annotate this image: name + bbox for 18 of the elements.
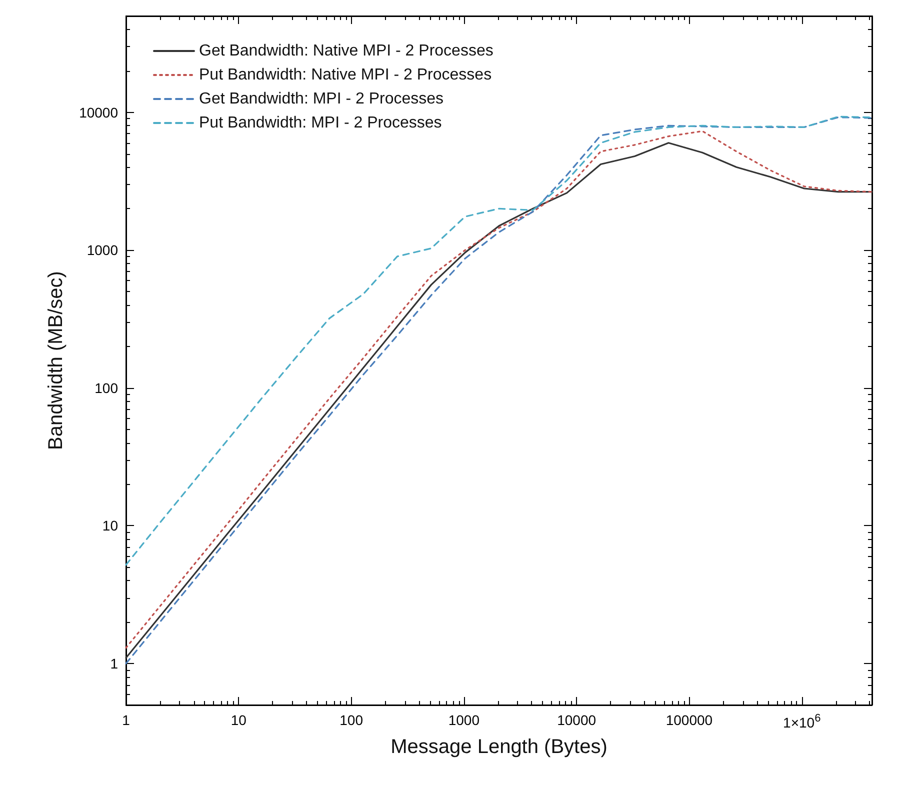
x-tick-label: 100 [340,712,364,728]
legend-label: Put Bandwidth: MPI - 2 Processes [199,114,442,132]
line-series [125,116,873,566]
legend-label: Get Bandwidth: MPI - 2 Processes [199,90,444,108]
y-tick-label: 100 [94,380,118,396]
legend-label: Put Bandwidth: Native MPI - 2 Processes [199,66,492,84]
y-axis-title: Bandwidth (MB/sec) [45,271,67,450]
legend-label: Get Bandwidth: Native MPI - 2 Processes [199,42,494,60]
x-axis-title: Message Length (Bytes) [390,736,608,758]
y-tick-label: 10 [102,518,118,534]
y-tick-label: 10000 [79,104,118,120]
x-tick-label: 1000 [448,712,480,728]
y-tick-label: 1000 [86,242,118,258]
x-tick-label: 10000 [557,712,596,728]
y-tick-label: 1 [110,656,118,672]
x-tick-label: 1 [122,712,130,728]
x-tick-label: 100000 [666,712,713,728]
x-tick-label: 10 [230,712,247,728]
